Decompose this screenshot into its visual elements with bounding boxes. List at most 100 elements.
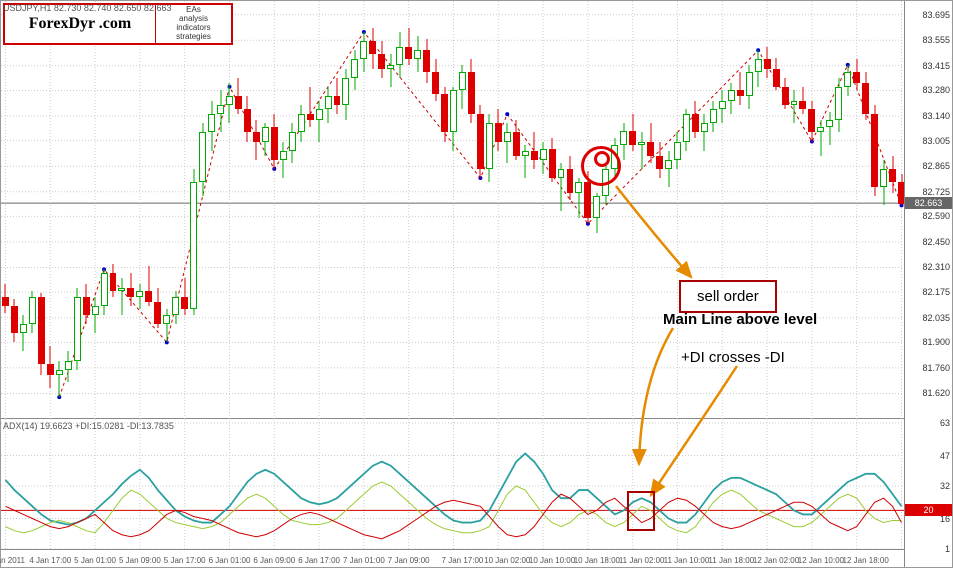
candle bbox=[495, 1, 502, 418]
candle bbox=[208, 1, 215, 418]
candle bbox=[674, 1, 681, 418]
candle bbox=[92, 1, 99, 418]
candle bbox=[65, 1, 72, 418]
time-tick: 10 Jan 10:00 bbox=[529, 556, 575, 565]
candle bbox=[799, 1, 806, 418]
candle bbox=[351, 1, 358, 418]
candle bbox=[369, 1, 376, 418]
candle bbox=[47, 1, 54, 418]
candle bbox=[611, 1, 618, 418]
candle bbox=[880, 1, 887, 418]
candle bbox=[817, 1, 824, 418]
candle bbox=[110, 1, 117, 418]
candle bbox=[360, 1, 367, 418]
candle bbox=[101, 1, 108, 418]
candle bbox=[549, 1, 556, 418]
time-tick: 5 Jan 09:00 bbox=[119, 556, 161, 565]
signal-circle-marker bbox=[581, 146, 621, 186]
candle bbox=[307, 1, 314, 418]
candle bbox=[441, 1, 448, 418]
time-tick: 4 Jan 17:00 bbox=[29, 556, 71, 565]
candle bbox=[378, 1, 385, 418]
candle bbox=[459, 1, 466, 418]
adx-level-marker: 20 bbox=[905, 504, 952, 516]
candle bbox=[844, 1, 851, 418]
candle bbox=[531, 1, 538, 418]
current-price-marker: 82.663 bbox=[905, 197, 952, 209]
candle bbox=[808, 1, 815, 418]
candle bbox=[656, 1, 663, 418]
price-tick: 81.900 bbox=[922, 337, 950, 347]
candle bbox=[74, 1, 81, 418]
candle bbox=[575, 1, 582, 418]
candle bbox=[853, 1, 860, 418]
candle bbox=[540, 1, 547, 418]
candle bbox=[567, 1, 574, 418]
candle bbox=[316, 1, 323, 418]
candle bbox=[199, 1, 206, 418]
price-tick: 82.175 bbox=[922, 287, 950, 297]
time-tick: 10 Jan 02:00 bbox=[484, 556, 530, 565]
candle bbox=[432, 1, 439, 418]
candle bbox=[253, 1, 260, 418]
time-tick: 6 Jan 17:00 bbox=[298, 556, 340, 565]
time-tick: 11 Jan 02:00 bbox=[619, 556, 665, 565]
candle bbox=[190, 1, 197, 418]
candle bbox=[513, 1, 520, 418]
candle bbox=[83, 1, 90, 418]
price-tick: 83.005 bbox=[922, 136, 950, 146]
price-tick: 81.760 bbox=[922, 363, 950, 373]
candle bbox=[181, 1, 188, 418]
candle bbox=[235, 1, 242, 418]
adx-tick: 63 bbox=[940, 418, 950, 428]
candle bbox=[334, 1, 341, 418]
adx-tick: 1 bbox=[945, 544, 950, 554]
candle bbox=[271, 1, 278, 418]
adx-chart-svg bbox=[1, 419, 906, 551]
x-axis: 4 Jan 20114 Jan 17:005 Jan 01:005 Jan 09… bbox=[1, 549, 904, 567]
adx-tick: 32 bbox=[940, 481, 950, 491]
candle bbox=[405, 1, 412, 418]
candle bbox=[602, 1, 609, 418]
price-tick: 82.450 bbox=[922, 237, 950, 247]
candle bbox=[638, 1, 645, 418]
candle bbox=[468, 1, 475, 418]
candle bbox=[56, 1, 63, 418]
adx-tick: 47 bbox=[940, 451, 950, 461]
candle bbox=[226, 1, 233, 418]
time-tick: 6 Jan 01:00 bbox=[209, 556, 251, 565]
candle bbox=[423, 1, 430, 418]
candle bbox=[486, 1, 493, 418]
candle bbox=[558, 1, 565, 418]
candle bbox=[387, 1, 394, 418]
price-tick: 83.555 bbox=[922, 35, 950, 45]
candle bbox=[244, 1, 251, 418]
candle bbox=[593, 1, 600, 418]
candle bbox=[629, 1, 636, 418]
candle bbox=[136, 1, 143, 418]
candle bbox=[280, 1, 287, 418]
candle bbox=[584, 1, 591, 418]
candle bbox=[504, 1, 511, 418]
candle bbox=[477, 1, 484, 418]
candle bbox=[620, 1, 627, 418]
candle bbox=[145, 1, 152, 418]
candle bbox=[289, 1, 296, 418]
adx-indicator-panel[interactable] bbox=[1, 419, 904, 549]
di-cross-box-marker bbox=[627, 491, 655, 531]
candle bbox=[2, 1, 9, 418]
di-cross-annotation: +DI crosses -DI bbox=[681, 349, 785, 366]
candle bbox=[262, 1, 269, 418]
price-tick: 82.725 bbox=[922, 187, 950, 197]
time-tick: 6 Jan 09:00 bbox=[253, 556, 295, 565]
candle bbox=[862, 1, 869, 418]
time-tick: 7 Jan 01:00 bbox=[343, 556, 385, 565]
price-chart-panel[interactable]: ForexDyr .com EAs analysis indicators st… bbox=[1, 1, 904, 419]
time-tick: 5 Jan 17:00 bbox=[164, 556, 206, 565]
candle bbox=[414, 1, 421, 418]
candle bbox=[29, 1, 36, 418]
candle bbox=[835, 1, 842, 418]
candle bbox=[154, 1, 161, 418]
candle bbox=[127, 1, 134, 418]
candle bbox=[217, 1, 224, 418]
